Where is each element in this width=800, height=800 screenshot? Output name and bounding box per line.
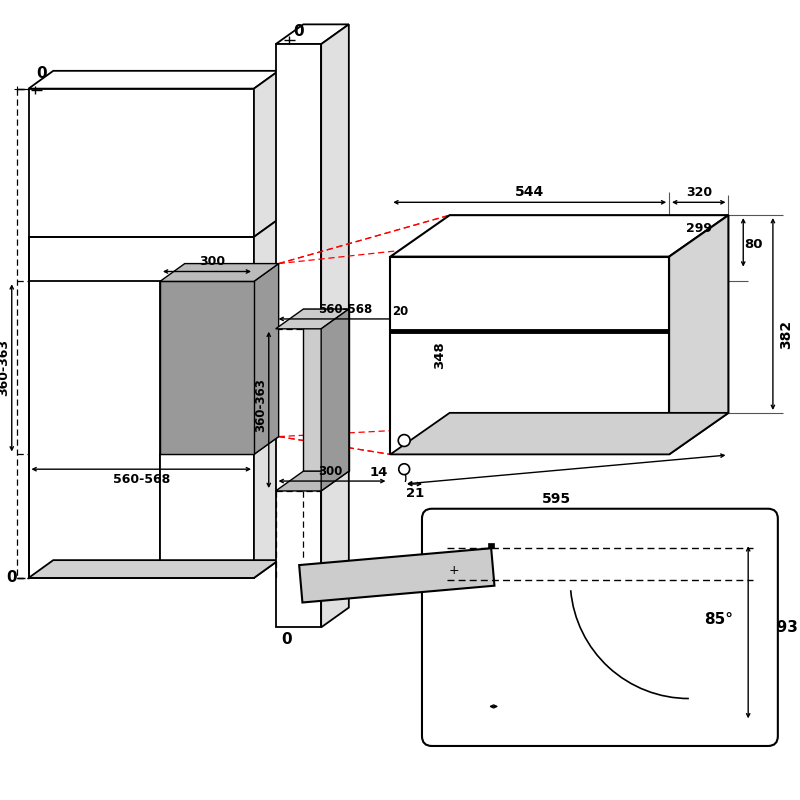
Text: 560-568: 560-568 — [318, 302, 372, 315]
Polygon shape — [299, 548, 494, 602]
Polygon shape — [390, 257, 669, 454]
Polygon shape — [160, 437, 278, 454]
Text: +: + — [449, 564, 460, 577]
Circle shape — [398, 464, 410, 474]
Polygon shape — [29, 237, 254, 282]
Text: 360-363: 360-363 — [0, 339, 10, 396]
Polygon shape — [29, 237, 160, 578]
Text: 348: 348 — [434, 342, 446, 370]
Text: 300: 300 — [318, 465, 342, 478]
Polygon shape — [321, 24, 349, 627]
Text: 0: 0 — [6, 570, 17, 586]
Text: 85°: 85° — [704, 612, 733, 627]
Polygon shape — [160, 454, 254, 578]
Polygon shape — [276, 471, 349, 491]
Polygon shape — [276, 24, 349, 44]
Polygon shape — [390, 215, 729, 257]
Text: 320: 320 — [686, 186, 712, 199]
Polygon shape — [29, 89, 254, 237]
Text: 80: 80 — [744, 238, 762, 251]
Text: 382: 382 — [778, 320, 793, 350]
Text: 560-568: 560-568 — [113, 473, 170, 486]
Text: 593: 593 — [767, 620, 798, 635]
Polygon shape — [321, 309, 349, 491]
Polygon shape — [390, 413, 729, 454]
Polygon shape — [29, 71, 278, 89]
Text: 2: 2 — [488, 710, 498, 726]
Text: 299: 299 — [686, 222, 712, 235]
Text: 0: 0 — [282, 632, 292, 646]
Text: 360-363: 360-363 — [254, 378, 267, 432]
Polygon shape — [160, 282, 254, 454]
Text: 0: 0 — [293, 24, 304, 38]
Polygon shape — [160, 263, 278, 282]
Text: 544: 544 — [515, 186, 544, 199]
Polygon shape — [254, 71, 278, 237]
Polygon shape — [276, 309, 349, 329]
Text: 21: 21 — [406, 487, 424, 501]
Text: 595: 595 — [542, 492, 571, 506]
Polygon shape — [303, 309, 349, 471]
Text: 300: 300 — [199, 255, 225, 268]
Text: 14: 14 — [370, 466, 388, 478]
Polygon shape — [254, 263, 278, 454]
FancyBboxPatch shape — [422, 509, 778, 746]
Text: 0: 0 — [36, 66, 46, 82]
Polygon shape — [29, 560, 278, 578]
Polygon shape — [488, 543, 494, 548]
Text: 20: 20 — [392, 305, 408, 318]
Polygon shape — [254, 219, 278, 578]
Polygon shape — [669, 215, 729, 454]
Polygon shape — [276, 44, 321, 627]
Circle shape — [398, 434, 410, 446]
